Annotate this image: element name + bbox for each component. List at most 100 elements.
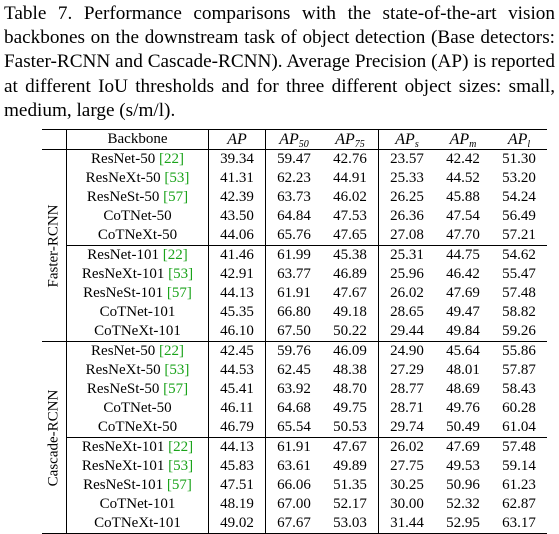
value-cell: 27.75 xyxy=(390,458,424,474)
backbone-name: CoTNet-101 xyxy=(99,304,176,320)
value-cell: 26.36 xyxy=(390,208,424,224)
backbone-cell: CoTNet-101 xyxy=(66,495,209,514)
citation-link[interactable]: [53] xyxy=(164,170,190,186)
backbone-cell: ResNeXt-101 [53] xyxy=(66,457,209,476)
results-table: Backbone AP AP50 AP75 APs APm APl Faster… xyxy=(42,129,547,534)
citation-link[interactable]: [57] xyxy=(166,477,192,493)
citation-link[interactable]: [53] xyxy=(168,458,194,474)
value-cell: 42.91 xyxy=(208,265,266,284)
value-cell: 26.25 xyxy=(390,189,424,205)
backbone-cell: ResNeXt-50 [53] xyxy=(66,169,209,188)
backbone-cell: ResNeXt-50 [53] xyxy=(66,361,209,380)
value-cell: 58.43 xyxy=(502,381,536,397)
value-cell: 47.69 xyxy=(446,439,480,455)
value-cell: 28.77 xyxy=(390,381,424,397)
backbone-cell: CoTNet-101 xyxy=(66,303,209,322)
backbone-name: ResNeSt-50 xyxy=(86,381,160,397)
value-cell: 23.57 xyxy=(390,151,424,167)
citation-link[interactable]: [22] xyxy=(158,151,184,167)
value-cell: 50.96 xyxy=(446,477,480,493)
backbone-cell: ResNeSt-50 [57] xyxy=(66,380,209,399)
backbone-cell: ResNeSt-101 [57] xyxy=(66,284,209,303)
value-cell: 30.25 xyxy=(390,477,424,493)
value-cell: 63.73 xyxy=(277,189,311,205)
value-cell: 42.42 xyxy=(446,151,480,167)
value-cell: 51.35 xyxy=(322,476,379,495)
value-cell: 27.29 xyxy=(390,362,424,378)
table-row: ResNeXt-101 [53] 42.91 63.77 46.89 25.96 46.4… xyxy=(42,265,547,284)
backbone-cell: ResNet-50 [22] xyxy=(66,149,209,169)
value-cell: 61.23 xyxy=(502,477,536,493)
value-cell: 44.91 xyxy=(322,169,379,188)
value-cell: 50.22 xyxy=(322,322,379,342)
table-row: CoTNeXt-101 49.02 67.67 53.03 31.44 52.95 63.1… xyxy=(42,514,547,534)
citation-link[interactable]: [53] xyxy=(168,266,194,282)
value-cell: 62.45 xyxy=(277,362,311,378)
value-cell: 42.45 xyxy=(208,341,266,361)
value-cell: 61.91 xyxy=(277,439,311,455)
header-apl: APl xyxy=(507,131,531,150)
value-cell: 41.31 xyxy=(208,169,266,188)
backbone-cell: CoTNeXt-50 xyxy=(66,418,209,438)
citation-link[interactable]: [57] xyxy=(163,381,189,397)
value-cell: 57.48 xyxy=(502,285,536,301)
backbone-name: ResNeXt-50 xyxy=(85,170,161,186)
backbone-name: ResNet-101 xyxy=(87,247,159,263)
backbone-cell: CoTNet-50 xyxy=(66,399,209,418)
backbone-name: CoTNeXt-101 xyxy=(94,323,181,339)
value-cell: 59.14 xyxy=(502,458,536,474)
value-cell: 48.69 xyxy=(446,381,480,397)
value-cell: 49.47 xyxy=(446,304,480,320)
value-cell: 46.02 xyxy=(322,188,379,207)
table-row: CoTNet-101 48.19 67.00 52.17 30.00 52.32 62.87 xyxy=(42,495,547,514)
value-cell: 67.50 xyxy=(277,323,311,339)
value-cell: 46.09 xyxy=(322,341,379,361)
backbone-cell: ResNet-101 [22] xyxy=(66,245,209,265)
backbone-name: CoTNeXt-50 xyxy=(97,419,178,435)
backbone-name: ResNeSt-101 xyxy=(83,477,164,493)
value-cell: 50.53 xyxy=(322,418,379,438)
value-cell: 53.20 xyxy=(502,170,536,186)
value-cell: 59.47 xyxy=(277,151,311,167)
value-cell: 47.67 xyxy=(322,284,379,303)
table-row: ResNeXt-50 [53] 44.53 62.45 48.38 27.29 48.01… xyxy=(42,361,547,380)
citation-link[interactable]: [22] xyxy=(162,247,188,263)
value-cell: 44.13 xyxy=(208,437,266,457)
value-cell: 45.35 xyxy=(208,303,266,322)
value-cell: 49.02 xyxy=(208,514,266,534)
detector-label: Cascade-RCNN xyxy=(42,341,67,534)
backbone-name: ResNeXt-101 xyxy=(81,266,165,282)
value-cell: 46.42 xyxy=(446,266,480,282)
value-cell: 51.30 xyxy=(502,151,536,167)
value-cell: 41.46 xyxy=(208,245,266,265)
backbone-name: CoTNet-50 xyxy=(103,208,172,224)
table-row: ResNeXt-101 [53] 45.83 63.61 49.89 27.75 49.5… xyxy=(42,457,547,476)
citation-link[interactable]: [22] xyxy=(168,439,194,455)
value-cell: 48.70 xyxy=(322,380,379,399)
table-row: CoTNet-50 46.11 64.68 49.75 28.71 49.76 60.28 xyxy=(42,399,547,418)
value-cell: 66.80 xyxy=(277,304,311,320)
value-cell: 64.84 xyxy=(277,208,311,224)
backbone-name: ResNeSt-101 xyxy=(83,285,164,301)
value-cell: 61.99 xyxy=(277,247,311,263)
value-cell: 26.02 xyxy=(390,439,424,455)
value-cell: 53.03 xyxy=(322,514,379,534)
citation-link[interactable]: [22] xyxy=(158,343,184,359)
citation-link[interactable]: [53] xyxy=(164,362,190,378)
value-cell: 65.54 xyxy=(277,419,311,435)
value-cell: 60.28 xyxy=(502,400,536,416)
value-cell: 57.21 xyxy=(502,227,536,243)
citation-link[interactable]: [57] xyxy=(166,285,192,301)
value-cell: 43.50 xyxy=(208,207,266,226)
citation-link[interactable]: [57] xyxy=(163,189,189,205)
table-row: Faster-RCNN ResNet-50 [22] 39.34 59.47 42.76… xyxy=(42,149,547,342)
value-cell: 50.49 xyxy=(446,419,480,435)
backbone-cell: CoTNeXt-50 xyxy=(66,226,209,246)
value-cell: 29.44 xyxy=(390,323,424,339)
value-cell: 61.04 xyxy=(502,419,536,435)
backbone-name: ResNeSt-50 xyxy=(86,189,160,205)
table-caption: Table 7. Performance comparisons with th… xyxy=(4,3,555,121)
table-row: CoTNeXt-50 46.79 65.54 50.53 29.74 50.49 61.04 xyxy=(42,418,547,438)
value-cell: 49.84 xyxy=(446,323,480,339)
